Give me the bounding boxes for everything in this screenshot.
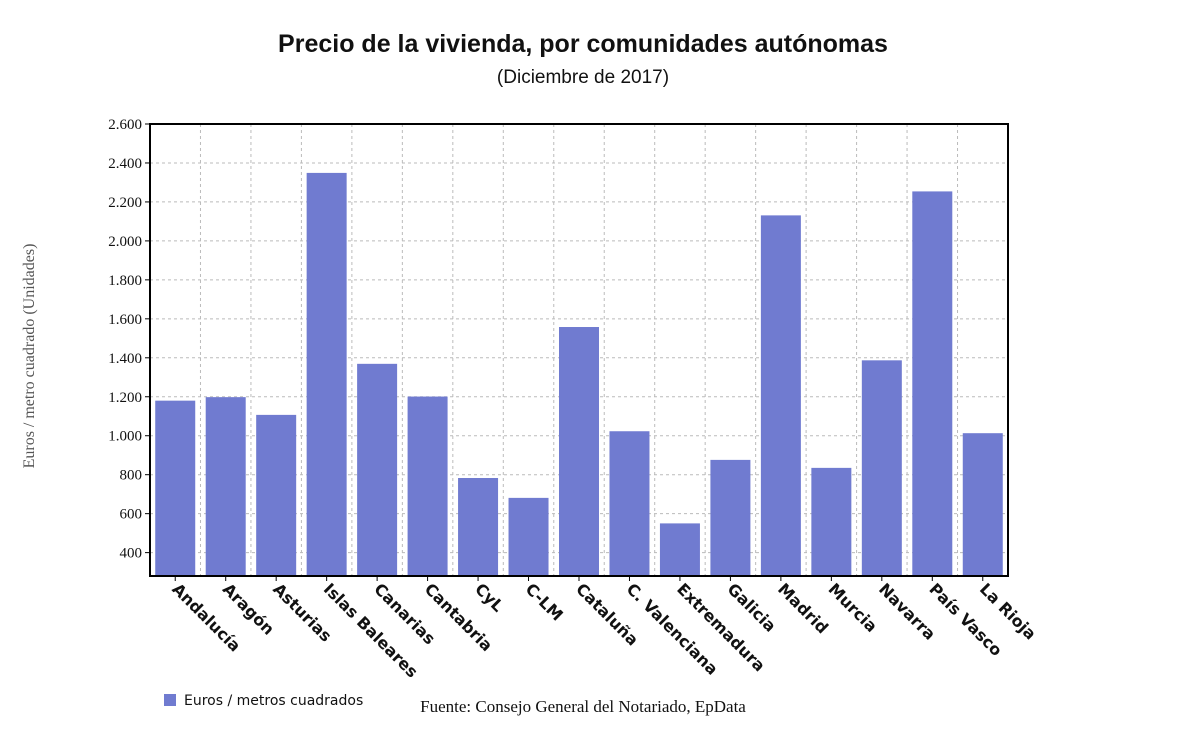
bar — [306, 172, 347, 576]
y-tick-label: 800 — [120, 468, 143, 484]
y-tick-label: 2.600 — [108, 117, 142, 133]
y-tick-label: 600 — [120, 507, 143, 523]
y-tick-label: 2.000 — [108, 234, 142, 250]
y-axis-label: Euros / metro cuadrado (Unidades) — [21, 244, 38, 469]
x-tick-label: Madrid — [774, 579, 832, 637]
bar — [458, 478, 499, 576]
legend-swatch — [164, 694, 176, 706]
x-tick-label: Murcia — [825, 579, 882, 636]
bar — [407, 396, 448, 576]
legend: Euros / metros cuadrados — [164, 693, 363, 709]
bar — [659, 523, 700, 576]
bar — [861, 360, 902, 576]
y-tick-label: 2.200 — [108, 195, 142, 211]
y-tick-label: 1.400 — [108, 351, 142, 367]
y-tick-label: 400 — [120, 546, 143, 562]
bar — [508, 497, 549, 576]
bar — [760, 215, 801, 576]
bars — [155, 172, 1003, 576]
bar — [256, 414, 297, 576]
x-tick-label: C-LM — [522, 579, 567, 624]
y-axis-ticks: 400 600 800 1.000 1.200 1.400 1.600 1.800 2.000 2… — [108, 117, 150, 562]
bar — [962, 433, 1003, 576]
y-tick-label: 2.400 — [108, 156, 142, 172]
legend-label: Euros / metros cuadrados — [184, 693, 363, 709]
x-tick-label: C. Valenciana — [623, 579, 722, 678]
bar — [155, 400, 196, 576]
source-note: Fuente: Consejo General del Notariado, E… — [420, 697, 746, 716]
bar — [205, 397, 246, 576]
chart-title: Precio de la vivienda, por comunidades a… — [278, 30, 888, 58]
bar — [357, 363, 398, 576]
y-tick-label: 1.000 — [108, 429, 142, 445]
y-tick-label: 1.800 — [108, 273, 142, 289]
bar — [811, 467, 852, 576]
bar — [609, 431, 650, 576]
x-tick-label: Extremadura — [673, 579, 769, 675]
bar — [912, 191, 953, 576]
x-tick-label: CyL — [471, 579, 507, 615]
chart-subtitle: (Diciembre de 2017) — [497, 67, 669, 88]
bar — [710, 459, 751, 576]
y-tick-label: 1.200 — [108, 390, 142, 406]
plot-area-border — [149, 123, 1009, 577]
y-tick-label: 1.600 — [108, 312, 142, 328]
bar — [559, 327, 599, 576]
